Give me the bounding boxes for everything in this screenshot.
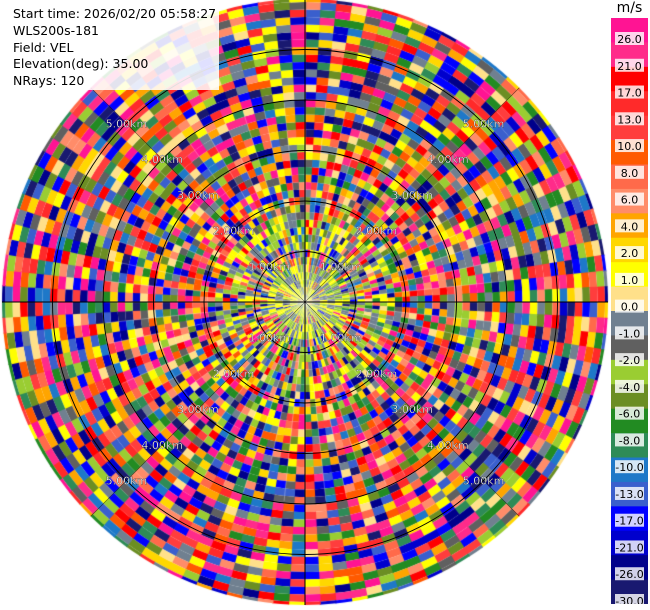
diagonal-guide-1 [90,87,520,517]
colorbar-tick-label: 1.0 [621,274,639,287]
colorbar-tick-bg [615,139,644,153]
ring-label-4km-2: 4.00km [141,439,183,452]
colorbar-tick-label: 4.0 [621,220,639,233]
colorbar-tick-label: -17.0 [615,515,643,528]
ring-label-5km-3: 5.00km [463,475,505,488]
ring-label-1km-1: 1.00km [320,260,362,273]
ring-label-2km-3: 2.00km [356,367,398,380]
colorbar-tick-bg [615,219,644,233]
colorbar-tick-label: 17.0 [617,87,642,100]
ring-label-1km-0: 1.00km [249,260,291,273]
ring-label-2km-2: 2.00km [213,367,255,380]
colorbar-tick-bg [615,460,644,474]
colorbar-tick-label: 0.0 [621,301,639,314]
colorbar-tick-label: -13.0 [615,488,643,501]
colorbar-tick-label: 26.0 [617,33,642,46]
ring-label-3km-1: 3.00km [391,189,433,202]
colorbar-tick-label: -8.0 [619,434,640,447]
colorbar-tick-bg [615,112,644,126]
ring-label-3km-3: 3.00km [391,403,433,416]
colorbar-tick-label: -1.0 [619,327,640,340]
colorbar-tick-bg [615,594,644,604]
ring-label-2km-0: 2.00km [213,225,255,238]
velocity-colorbar: 26.0 21.0 17.0 13.0 10.0 8.0 6.0 4.0 2.0 1.0 0.0 -1… [611,18,648,604]
colorbar-tick-bg [615,567,644,581]
ring-label-1km-2: 1.00km [249,332,291,345]
colorbar-tick-bg [615,165,644,179]
field-text: Field: VEL [13,39,74,55]
ring-label-3km-2: 3.00km [177,403,219,416]
ring-label-2km-1: 2.00km [356,225,398,238]
colorbar-tick-bg [615,299,644,313]
colorbar-tick-label: -26.0 [615,568,643,581]
ring-label-3km-0: 3.00km [177,189,219,202]
instrument-name: WLS200s-181 [13,22,99,38]
colorbar-tick-bg [615,32,644,45]
ppi-plot: 1.00km 1.00km 1.00km 1.00km 2.00km 2.00km 2.00… [0,0,610,610]
colorbar-tick-bg [615,486,644,500]
colorbar-tick-label: -21.0 [615,541,643,554]
colorbar-tick-bg [615,85,644,99]
colorbar-tick-bg [615,326,644,340]
colorbar-tick-bg [615,246,644,260]
colorbar-tick-bg [615,379,644,393]
colorbar-tick-label: 13.0 [617,113,642,126]
colorbar-tick-label: -30.0 [615,595,643,604]
colorbar-tick-label: -6.0 [619,408,640,421]
colorbar-tick-label: -2.0 [619,354,640,367]
ring-label-5km-1: 5.00km [463,117,505,130]
ring-label-5km-2: 5.00km [106,475,148,488]
start-time-text: Start time: 2026/02/20 05:58:27 [13,6,217,21]
colorbar-tick-label: 6.0 [621,194,639,207]
colorbar-tick-label: 21.0 [617,60,642,73]
nrays-text: NRays: 120 [13,73,85,89]
colorbar-tick-bg [615,192,644,206]
range-rings-overlay: 1.00km 1.00km 1.00km 1.00km 2.00km 2.00km 2.00… [2,0,608,605]
colorbar-tick-bg [615,58,644,72]
colorbar-tick-label: -4.0 [619,381,640,394]
ring-label-4km-0: 4.00km [141,153,183,166]
scan-info-box: Start time: 2026/02/20 05:58:27 WLS200s-… [12,6,220,90]
ring-label-1km-3: 1.00km [320,332,362,345]
colorbar-tick-label: 10.0 [617,140,642,153]
colorbar-tick-bg [615,406,644,420]
colorbar-tick-label: 8.0 [621,167,639,180]
colorbar-tick-label: 2.0 [621,247,639,260]
elevation-text: Elevation(deg): 35.00 [13,56,149,72]
colorbar-tick-bg [615,433,644,447]
colorbar-tick-bg [615,540,644,554]
colorbar-tick-bg [615,353,644,367]
ring-label-5km-0: 5.00km [106,117,148,130]
colorbar-tick-label: -10.0 [615,461,643,474]
ring-label-4km-3: 4.00km [427,439,469,452]
colorbar-tick-bg [615,272,644,286]
colorbar-unit: m/s [616,0,643,16]
colorbar-tick-bg [615,513,644,527]
ring-label-4km-1: 4.00km [427,153,469,166]
